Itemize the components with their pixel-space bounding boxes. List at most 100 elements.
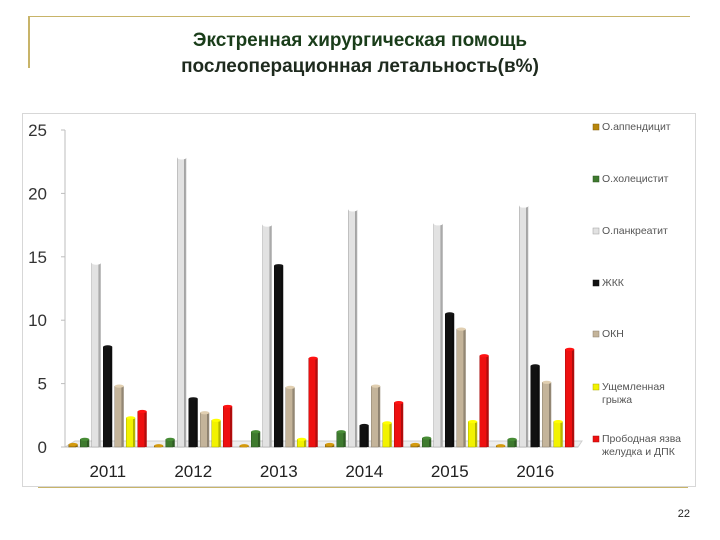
bar-cap <box>165 437 175 441</box>
bar-cap <box>262 223 272 227</box>
decorative-vertical-line <box>28 16 30 68</box>
bar-cap <box>223 404 233 409</box>
decorative-bottom-line <box>38 487 688 488</box>
bar <box>565 349 573 448</box>
bar <box>200 412 208 448</box>
bar-side <box>207 412 210 447</box>
x-tick-label: 2015 <box>431 462 469 481</box>
bar-side <box>475 421 478 447</box>
y-tick-label: 25 <box>28 121 47 140</box>
bar-side <box>452 313 455 447</box>
y-tick-label: 20 <box>28 184 47 203</box>
bar <box>188 398 196 448</box>
legend-label: Ущемленная <box>602 381 665 393</box>
bar <box>519 205 527 448</box>
bar-side <box>366 425 369 447</box>
x-tick-label: 2016 <box>516 462 554 481</box>
y-tick-label: 15 <box>28 248 47 267</box>
bar-side <box>560 421 563 447</box>
bar <box>530 365 538 448</box>
bar-cap <box>468 420 478 424</box>
bar-cap <box>410 442 420 447</box>
bar-side <box>292 387 295 447</box>
legend-label: О.панкреатит <box>602 225 668 237</box>
bar-cap <box>565 347 575 351</box>
bar <box>371 385 379 448</box>
bar-side <box>133 417 136 447</box>
bar <box>137 411 145 448</box>
bar-cap <box>479 354 489 358</box>
legend-label: ОКН <box>602 328 624 340</box>
bar <box>359 425 367 448</box>
legend-swatch <box>592 227 600 235</box>
legend-label: О.аппендицит <box>602 121 671 133</box>
bar <box>262 224 270 448</box>
bar-side <box>463 329 466 447</box>
bar <box>348 209 356 448</box>
bar-side <box>486 355 489 447</box>
x-tick-label: 2013 <box>260 462 298 481</box>
bar-side <box>537 365 540 447</box>
bar <box>382 422 390 448</box>
bar-side <box>195 398 198 447</box>
bar <box>223 406 231 448</box>
slide-title-line2: послеоперационная летальность(в%) <box>181 56 539 77</box>
legend-swatch <box>592 279 600 287</box>
bar-cap <box>519 204 529 208</box>
bar-cap <box>297 437 307 441</box>
x-tick-label: 2012 <box>174 462 212 481</box>
bar-cap <box>348 208 358 212</box>
bar-cap <box>274 264 284 268</box>
bar-side <box>514 439 517 447</box>
bar-side <box>315 358 318 447</box>
bar-cap <box>422 436 432 440</box>
bar-cap <box>80 437 90 441</box>
bar-cap <box>445 312 455 316</box>
legend-label: Прободная язва <box>602 433 681 445</box>
bar-side <box>526 206 529 447</box>
bar <box>445 313 453 448</box>
bar <box>308 357 316 448</box>
bar-side <box>121 386 124 447</box>
bar <box>394 402 402 448</box>
bar-cap <box>496 444 506 448</box>
bar-cap <box>456 327 466 331</box>
bar <box>285 387 293 448</box>
bar-side <box>417 444 420 447</box>
bar-cap <box>553 420 563 424</box>
bar-cap <box>177 156 187 160</box>
bar-cap <box>211 418 221 422</box>
bar <box>211 420 219 448</box>
x-tick-label: 2014 <box>345 462 383 481</box>
bar <box>542 382 550 448</box>
bar-side <box>389 422 392 447</box>
bar-cap <box>530 364 540 368</box>
y-tick-label: 5 <box>38 375 47 394</box>
bar-cap <box>507 437 517 441</box>
y-tick-label: 0 <box>38 438 47 457</box>
bar <box>251 431 259 448</box>
bar-side <box>269 225 272 447</box>
bar-side <box>401 402 404 447</box>
bar-cap <box>371 384 381 388</box>
legend-swatch <box>592 123 600 131</box>
bar-cap <box>103 345 113 349</box>
bar-cap <box>91 261 101 265</box>
legend-label: грыжа <box>602 394 632 406</box>
bar-side <box>343 431 346 447</box>
legend-swatch <box>592 383 600 391</box>
bar-side <box>75 444 78 447</box>
bar-side <box>429 438 432 447</box>
bar <box>336 431 344 448</box>
bar-cap <box>154 444 164 448</box>
bar <box>91 262 99 448</box>
bar <box>126 417 134 448</box>
bar-side <box>378 386 381 447</box>
bar-side <box>355 209 358 447</box>
bar-cap <box>336 430 346 434</box>
bar-cap <box>126 416 136 420</box>
bar-cap <box>542 380 552 384</box>
y-tick-label: 10 <box>28 311 47 330</box>
bar-cap <box>251 430 261 434</box>
bar-side <box>440 223 443 447</box>
